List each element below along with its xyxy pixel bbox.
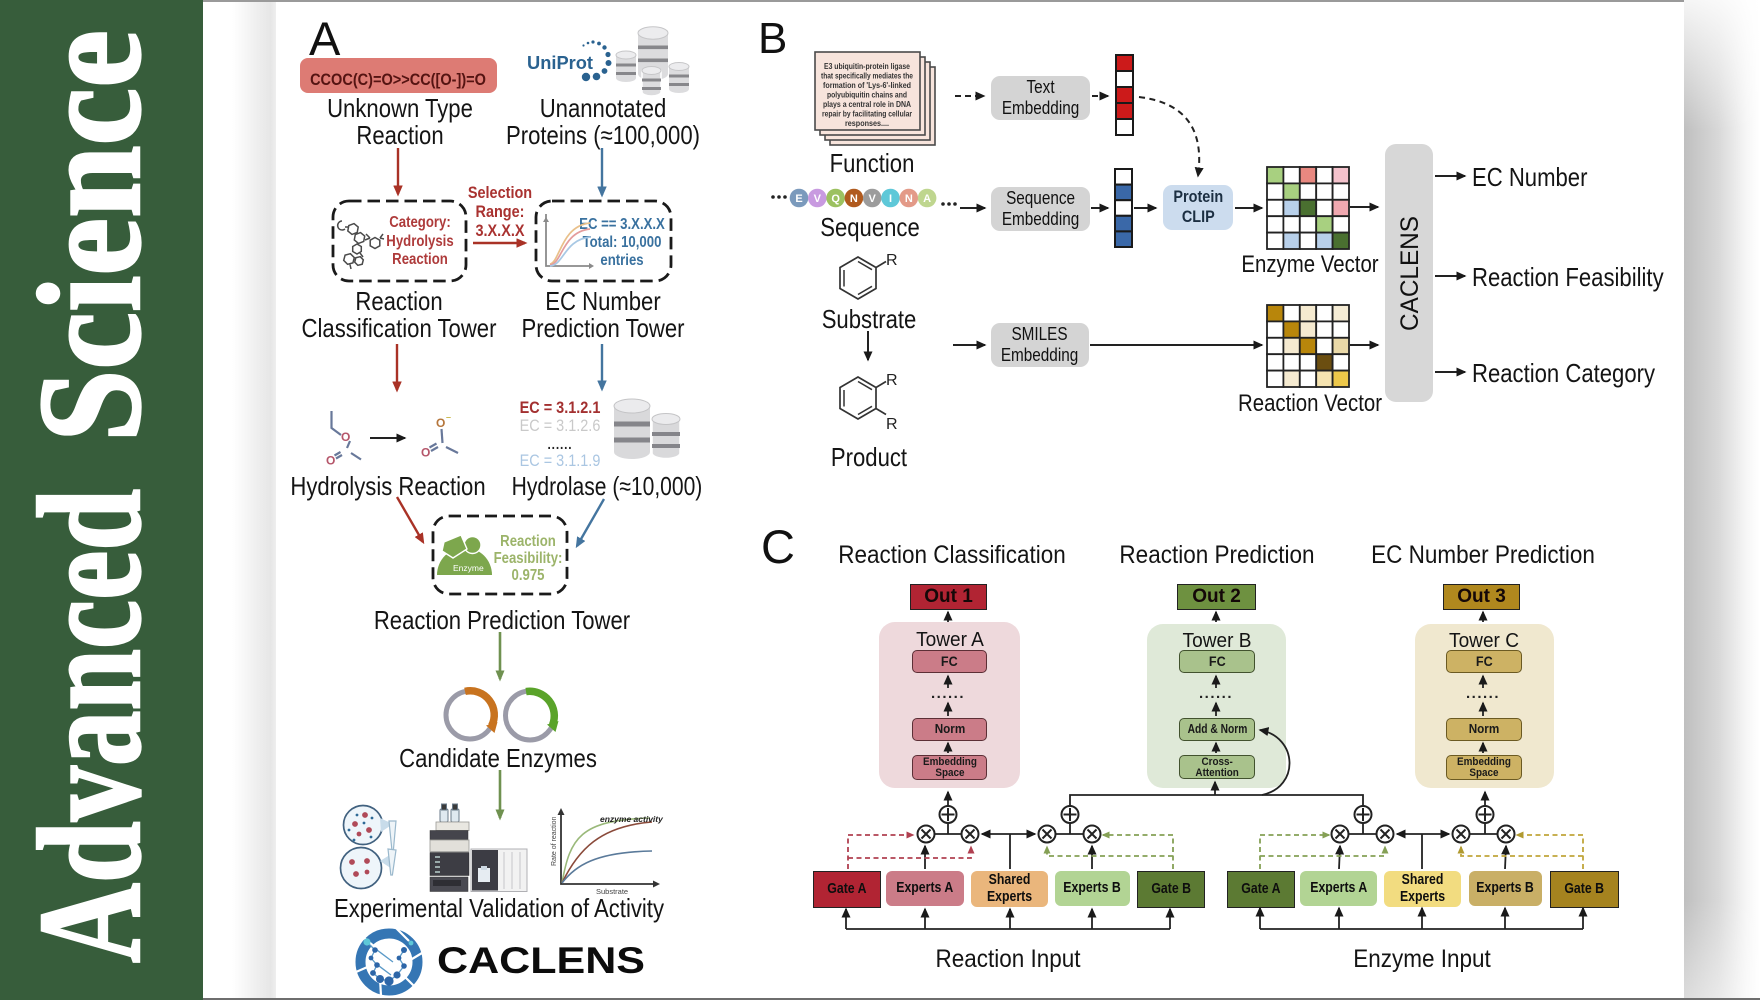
svg-text:N: N <box>905 193 913 205</box>
svg-text:polyubiquitin chains and: polyubiquitin chains and <box>827 90 907 100</box>
svg-text:responses....: responses.... <box>845 118 889 128</box>
svg-text:Q: Q <box>831 193 840 205</box>
svg-text:N: N <box>850 193 858 205</box>
svg-text:that specifically mediates the: that specifically mediates the <box>821 71 913 81</box>
svg-text:CACLENS: CACLENS <box>1396 216 1424 331</box>
svg-text:I: I <box>889 193 892 205</box>
svg-text:Enzyme: Enzyme <box>453 563 484 573</box>
svg-text:O: O <box>436 416 445 430</box>
svg-text:A: A <box>923 193 931 205</box>
svg-text:CACLENS: CACLENS <box>437 940 645 981</box>
svg-text:......: ...... <box>1199 685 1233 702</box>
svg-text:–: – <box>446 412 451 422</box>
svg-text:R: R <box>886 416 898 433</box>
svg-text:......: ...... <box>931 685 965 702</box>
svg-text:O: O <box>341 430 350 444</box>
svg-text:Advanced: Advanced <box>8 489 171 963</box>
svg-text:R: R <box>886 252 898 269</box>
svg-text:E: E <box>795 193 802 205</box>
svg-text:UniProt: UniProt <box>527 52 593 73</box>
svg-text:O: O <box>421 446 430 460</box>
svg-text:V: V <box>814 193 822 205</box>
svg-text:repair by facilitating cellula: repair by facilitating cellular <box>822 109 913 119</box>
svg-text:O: O <box>326 454 335 468</box>
svg-text:Rate of reaction: Rate of reaction <box>551 816 558 866</box>
svg-text:Substrate: Substrate <box>596 887 628 896</box>
svg-text:formation of 'Lys-6'-linked: formation of 'Lys-6'-linked <box>823 80 911 90</box>
svg-text:enzyme activity: enzyme activity <box>600 814 664 824</box>
svg-text:Science: Science <box>8 30 171 442</box>
svg-text:R: R <box>886 372 898 389</box>
svg-text:E3 ubiquitin-protein ligase: E3 ubiquitin-protein ligase <box>824 61 910 71</box>
svg-text:......: ...... <box>1466 685 1500 702</box>
svg-text:plays a central role in DNA: plays a central role in DNA <box>823 99 911 109</box>
svg-text:V: V <box>869 193 877 205</box>
